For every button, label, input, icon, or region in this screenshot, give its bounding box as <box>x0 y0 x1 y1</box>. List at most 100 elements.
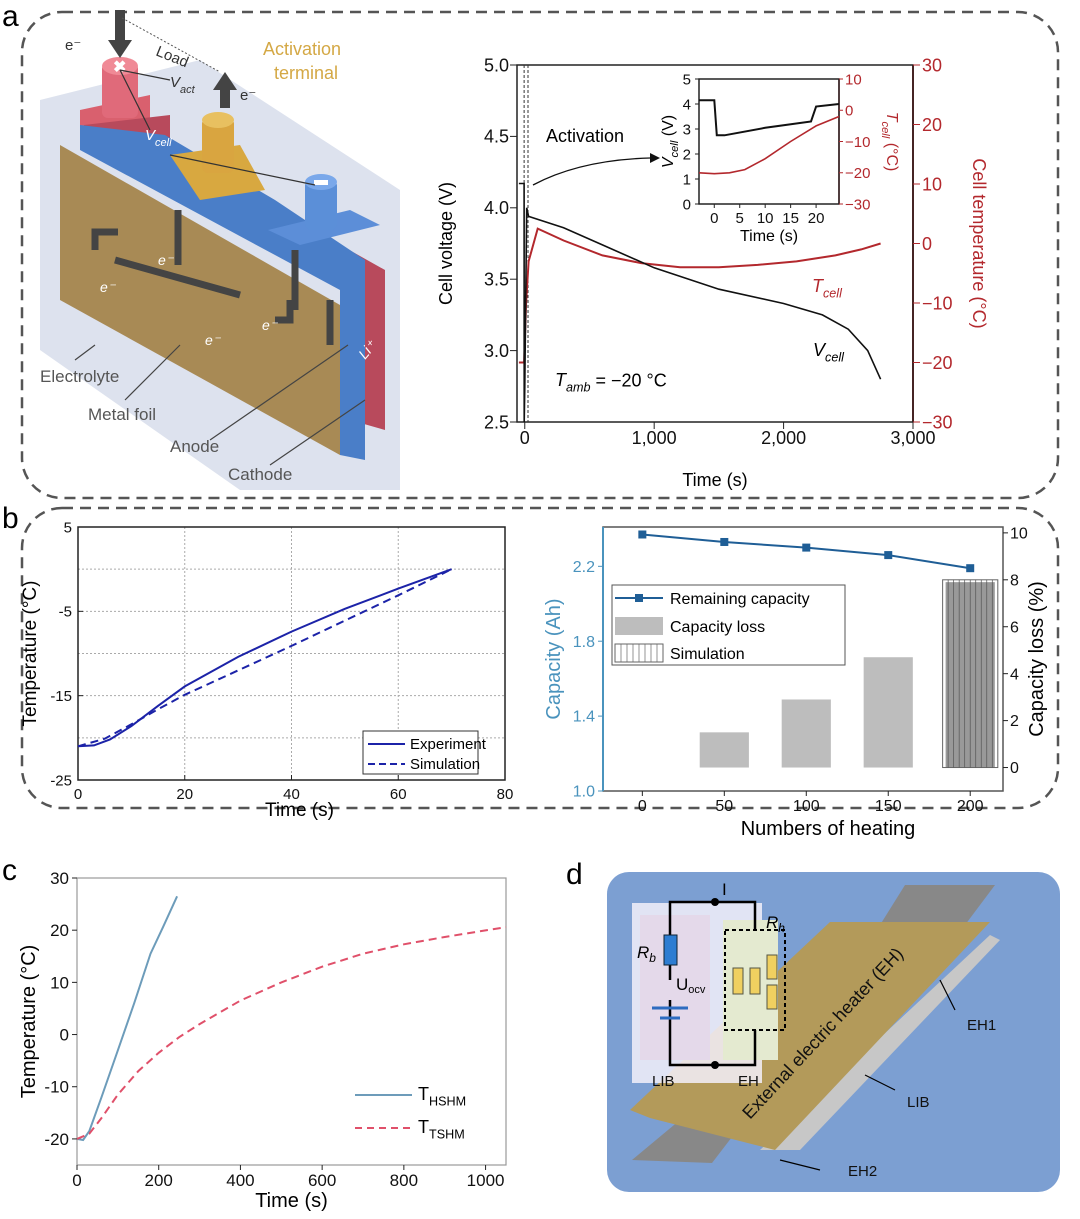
activation-arrow <box>532 157 651 186</box>
y-tick-label: 1.8 <box>573 634 595 651</box>
y-tick-label: 5.0 <box>484 55 509 75</box>
electron-label: e⁻ <box>205 332 222 348</box>
legend: Experiment Simulation <box>362 730 487 775</box>
y-tick-label: 5 <box>64 519 72 536</box>
x-tick-label: 0 <box>74 786 82 803</box>
metal-foil-label: Metal foil <box>88 405 156 424</box>
y-axis-label: Cell voltage (V) <box>436 182 456 305</box>
x-tick-label: 150 <box>875 798 902 815</box>
y-tick-label: -25 <box>50 772 72 789</box>
legend-label: TTSHM <box>418 1117 465 1141</box>
y-tick-label: 2 <box>683 146 691 163</box>
anode-label: Anode <box>170 437 219 456</box>
lib-circuit-label: LIB <box>652 1073 675 1090</box>
negative-terminal <box>305 180 337 230</box>
metal-foil <box>60 145 340 455</box>
electrolyte-label: Electrolyte <box>40 367 119 386</box>
load-line <box>121 17 221 73</box>
y-tick-label: 4.5 <box>484 127 509 147</box>
y-tick-label: 1 <box>683 171 691 188</box>
x-tick-label: 20 <box>808 210 825 227</box>
label-pointers <box>74 344 366 466</box>
y2-tick-label: 2 <box>1010 713 1019 730</box>
x-tick-label: 15 <box>782 210 799 227</box>
x-axis-label: Numbers of heating <box>741 818 916 840</box>
x-tick-label: 400 <box>226 1171 254 1190</box>
x-tick-label: 800 <box>390 1171 418 1190</box>
y-tick-label: 1.0 <box>573 784 595 801</box>
x-tick-label: 1000 <box>467 1171 505 1190</box>
panel-label-c: c <box>2 854 17 887</box>
minus-icon <box>314 180 328 185</box>
rb-label: Rb <box>637 943 656 965</box>
plot-frame <box>76 877 507 1166</box>
remaining-capacity-marker <box>638 530 647 539</box>
plus-icon: ✖ <box>113 59 126 76</box>
remaining-capacity-marker <box>802 543 811 552</box>
y-axis-label: Temperature (°C) <box>18 945 40 1099</box>
series-label-vcell: Vcell <box>813 340 845 364</box>
chart-heating-temperature: 0 200 400 600 800 1000 -20 -10 0 10 20 30 Time (s) Te… <box>18 869 507 1212</box>
inset-y2-label: Tcell (°C) <box>879 112 900 172</box>
x-tick-label: 0 <box>638 798 647 815</box>
y2-tick-label: 4 <box>1010 666 1019 683</box>
y2-tick-label: −30 <box>845 196 870 213</box>
y-tick-label: -20 <box>44 1130 69 1149</box>
legend-swatch-marker <box>635 594 643 602</box>
y2-tick-label: 0 <box>922 234 932 254</box>
x-tick-label: 200 <box>957 798 984 815</box>
y-tick-label: 30 <box>50 869 69 888</box>
y2-tick-label: 0 <box>845 103 853 120</box>
resistor-icon <box>732 967 744 995</box>
activation-annotation: Activation <box>546 126 624 146</box>
panel-label-d: d <box>566 858 583 891</box>
panel-label-a: a <box>2 0 19 33</box>
uocv-label: Uocv <box>676 975 706 996</box>
node-dot <box>711 1061 719 1069</box>
activation-terminal-label-2: terminal <box>274 63 338 83</box>
arrow-head-icon <box>108 40 132 58</box>
y-tick-label: 0 <box>60 1025 69 1044</box>
series-simulation <box>77 568 453 748</box>
resistor-icon <box>766 984 778 1010</box>
electron-label: e⁻ <box>158 252 175 268</box>
electron-flow-arrows <box>91 210 334 345</box>
x-tick-label: 40 <box>283 786 300 803</box>
y2-tick-label: 20 <box>922 115 942 135</box>
x-tick-label: 20 <box>176 786 193 803</box>
activation-terminal <box>202 118 234 173</box>
x-axis-label: Time (s) <box>682 470 747 490</box>
inset-background <box>699 79 839 204</box>
v-act-label: Vact <box>170 74 196 96</box>
legend-label: Capacity loss <box>670 619 765 636</box>
x-tick-label: 2,000 <box>761 428 806 448</box>
y2-axis-label: Capacity loss (%) <box>1026 581 1048 737</box>
y2-tick-label: −20 <box>922 353 953 373</box>
y2-axis-label: Cell temperature (°C) <box>969 158 989 328</box>
ambient-temperature-annotation: Tamb = −20 °C <box>555 370 667 394</box>
x-tick-label: 1,000 <box>632 428 677 448</box>
activation-terminal-top <box>202 112 234 128</box>
x-tick-label: 100 <box>793 798 820 815</box>
y-tick-label: 5 <box>683 71 691 88</box>
current-label: I <box>722 880 727 899</box>
eh-circuit-label: EH <box>738 1073 759 1090</box>
heater-resistor-box <box>724 929 786 1031</box>
inset-series-tcell <box>698 115 840 175</box>
series-label-tcell: Tcell <box>812 276 843 300</box>
battery-resistor-icon <box>663 934 678 966</box>
y2-tick-label: 0 <box>1010 760 1019 777</box>
y-tick-label: 3.0 <box>484 341 509 361</box>
x-axis-label: Time (s) <box>255 1190 328 1212</box>
legend-label: Experiment <box>410 736 487 753</box>
y2-tick-label: −10 <box>922 293 953 313</box>
legend-label: THSHM <box>418 1084 466 1108</box>
panel-b-frame <box>20 506 1060 810</box>
rh-label: Rh <box>766 913 785 935</box>
panel-label-b: b <box>2 502 19 535</box>
y-tick-label: -10 <box>44 1078 69 1097</box>
y2-tick-label: 10 <box>845 71 862 88</box>
x-tick-label: 200 <box>145 1171 173 1190</box>
remaining-capacity-marker <box>966 564 975 573</box>
